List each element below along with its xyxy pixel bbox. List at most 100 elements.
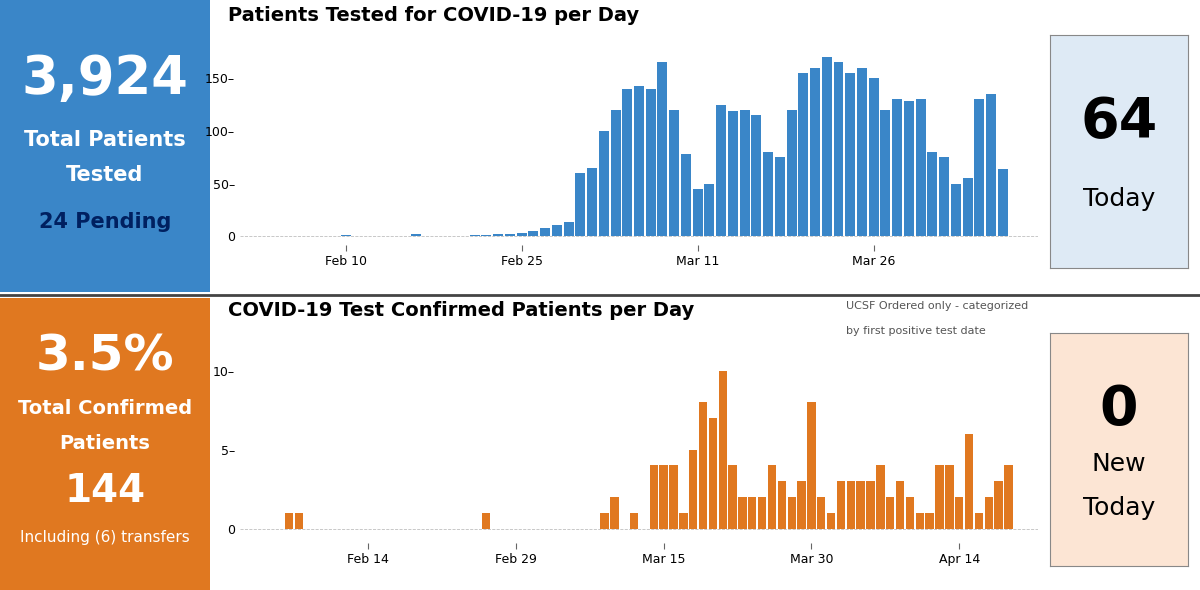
Text: 24 Pending: 24 Pending [38, 212, 172, 232]
Bar [845, 73, 856, 237]
Bar [955, 497, 964, 529]
Bar [836, 481, 845, 529]
Bar [857, 68, 866, 237]
Bar [716, 104, 726, 237]
Bar [797, 481, 805, 529]
Bar [962, 178, 972, 237]
Bar [719, 371, 727, 529]
Bar [984, 497, 992, 529]
Bar [600, 513, 608, 529]
Bar [974, 99, 984, 237]
Bar [728, 111, 738, 237]
Bar [775, 158, 785, 237]
Bar [493, 234, 503, 237]
Bar [670, 110, 679, 237]
Bar [881, 110, 890, 237]
Bar [810, 68, 820, 237]
Bar [469, 235, 480, 237]
Text: Patients Tested for COVID-19 per Day: Patients Tested for COVID-19 per Day [228, 6, 640, 25]
Text: New: New [1092, 452, 1146, 476]
Bar [286, 513, 294, 529]
Bar [940, 158, 949, 237]
Bar [758, 497, 767, 529]
Bar [925, 513, 934, 529]
Bar [995, 481, 1003, 529]
Bar [886, 497, 894, 529]
Bar [935, 466, 943, 529]
Bar [778, 481, 786, 529]
Bar [817, 497, 826, 529]
Bar [709, 418, 718, 529]
Bar [482, 513, 491, 529]
Bar [660, 466, 668, 529]
Bar [634, 86, 644, 237]
Bar [748, 497, 756, 529]
Bar [946, 466, 954, 529]
Bar [906, 497, 914, 529]
Bar [552, 225, 562, 237]
Text: Total Patients: Total Patients [24, 130, 186, 150]
Bar [623, 88, 632, 237]
Text: Total Confirmed: Total Confirmed [18, 399, 192, 418]
Text: Tested: Tested [66, 165, 144, 185]
Bar [892, 99, 902, 237]
Bar [869, 78, 878, 237]
Bar [610, 497, 618, 529]
Bar [670, 466, 678, 529]
Bar [587, 168, 598, 237]
Bar [974, 513, 983, 529]
Bar [986, 94, 996, 237]
Bar [517, 233, 527, 237]
Bar [1004, 466, 1013, 529]
Bar [739, 110, 750, 237]
Bar [704, 183, 714, 237]
Text: Today: Today [1082, 496, 1156, 520]
Bar [751, 115, 761, 237]
Bar [998, 169, 1008, 237]
Bar [950, 183, 961, 237]
Bar [575, 173, 586, 237]
Bar [630, 513, 638, 529]
Bar [857, 481, 865, 529]
Bar [698, 402, 707, 529]
Bar [692, 189, 703, 237]
Bar [763, 152, 773, 237]
Bar [599, 131, 608, 237]
Bar [412, 234, 421, 237]
Text: Today: Today [1082, 186, 1156, 211]
Bar [341, 235, 350, 237]
Bar [916, 513, 924, 529]
Bar [481, 235, 492, 237]
Text: 64: 64 [1080, 94, 1158, 149]
Bar [611, 110, 620, 237]
Bar [787, 497, 796, 529]
Bar [295, 513, 304, 529]
Text: 0: 0 [1099, 384, 1139, 437]
Bar [827, 513, 835, 529]
Bar [728, 466, 737, 529]
Bar [876, 466, 884, 529]
Text: 144: 144 [65, 471, 145, 510]
Bar [738, 497, 746, 529]
Bar [768, 466, 776, 529]
Bar [866, 481, 875, 529]
Bar [822, 57, 832, 237]
Text: UCSF Ordered only - categorized: UCSF Ordered only - categorized [846, 301, 1028, 311]
Bar [808, 402, 816, 529]
Bar [786, 110, 797, 237]
Bar [505, 234, 515, 237]
Text: Patients: Patients [60, 434, 150, 454]
Bar [679, 513, 688, 529]
Text: 3.5%: 3.5% [36, 332, 174, 381]
Bar [646, 88, 655, 237]
Bar [904, 101, 914, 237]
Bar [834, 63, 844, 237]
Bar [798, 73, 809, 237]
Bar [689, 450, 697, 529]
Text: Including (6) transfers: Including (6) transfers [20, 530, 190, 545]
Bar [896, 481, 905, 529]
Bar [928, 152, 937, 237]
Text: COVID-19 Test Confirmed Patients per Day: COVID-19 Test Confirmed Patients per Day [228, 301, 695, 320]
Bar [649, 466, 658, 529]
Bar [916, 99, 925, 237]
